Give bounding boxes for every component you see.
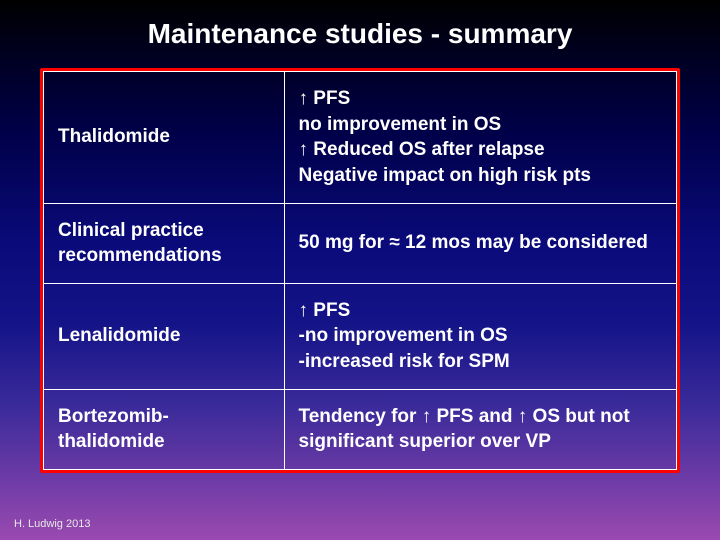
row-label: Bortezomib-thalidomide	[44, 389, 285, 469]
row-label: Clinical practice recommendations	[44, 203, 285, 283]
row-label: Lenalidomide	[44, 283, 285, 389]
summary-table: Thalidomide↑ PFSno improvement in OS↑ Re…	[43, 71, 677, 470]
footer-credit: H. Ludwig 2013	[14, 518, 90, 530]
row-value: 50 mg for ≈ 12 mos may be considered	[284, 203, 676, 283]
up-arrow-icon: ↑	[299, 139, 309, 160]
up-arrow-icon: ↑	[518, 406, 528, 427]
table-row: Bortezomib-thalidomide Tendency for ↑ PF…	[44, 389, 677, 469]
row-label: Thalidomide	[44, 72, 285, 204]
row-value: Tendency for ↑ PFS and ↑ OS but not sign…	[284, 389, 676, 469]
up-arrow-icon: ↑	[299, 300, 309, 321]
page-title: Maintenance studies - summary	[0, 0, 720, 58]
summary-table-container: Thalidomide↑ PFSno improvement in OS↑ Re…	[40, 68, 680, 473]
up-arrow-icon: ↑	[299, 88, 309, 109]
row-value: ↑ PFS-no improvement in OS-increased ris…	[284, 283, 676, 389]
table-row: Lenalidomide↑ PFS-no improvement in OS-i…	[44, 283, 677, 389]
table-row: Thalidomide↑ PFSno improvement in OS↑ Re…	[44, 72, 677, 204]
up-arrow-icon: ↑	[422, 406, 432, 427]
table-row: Clinical practice recommendations50 mg f…	[44, 203, 677, 283]
row-value: ↑ PFSno improvement in OS↑ Reduced OS af…	[284, 72, 676, 204]
